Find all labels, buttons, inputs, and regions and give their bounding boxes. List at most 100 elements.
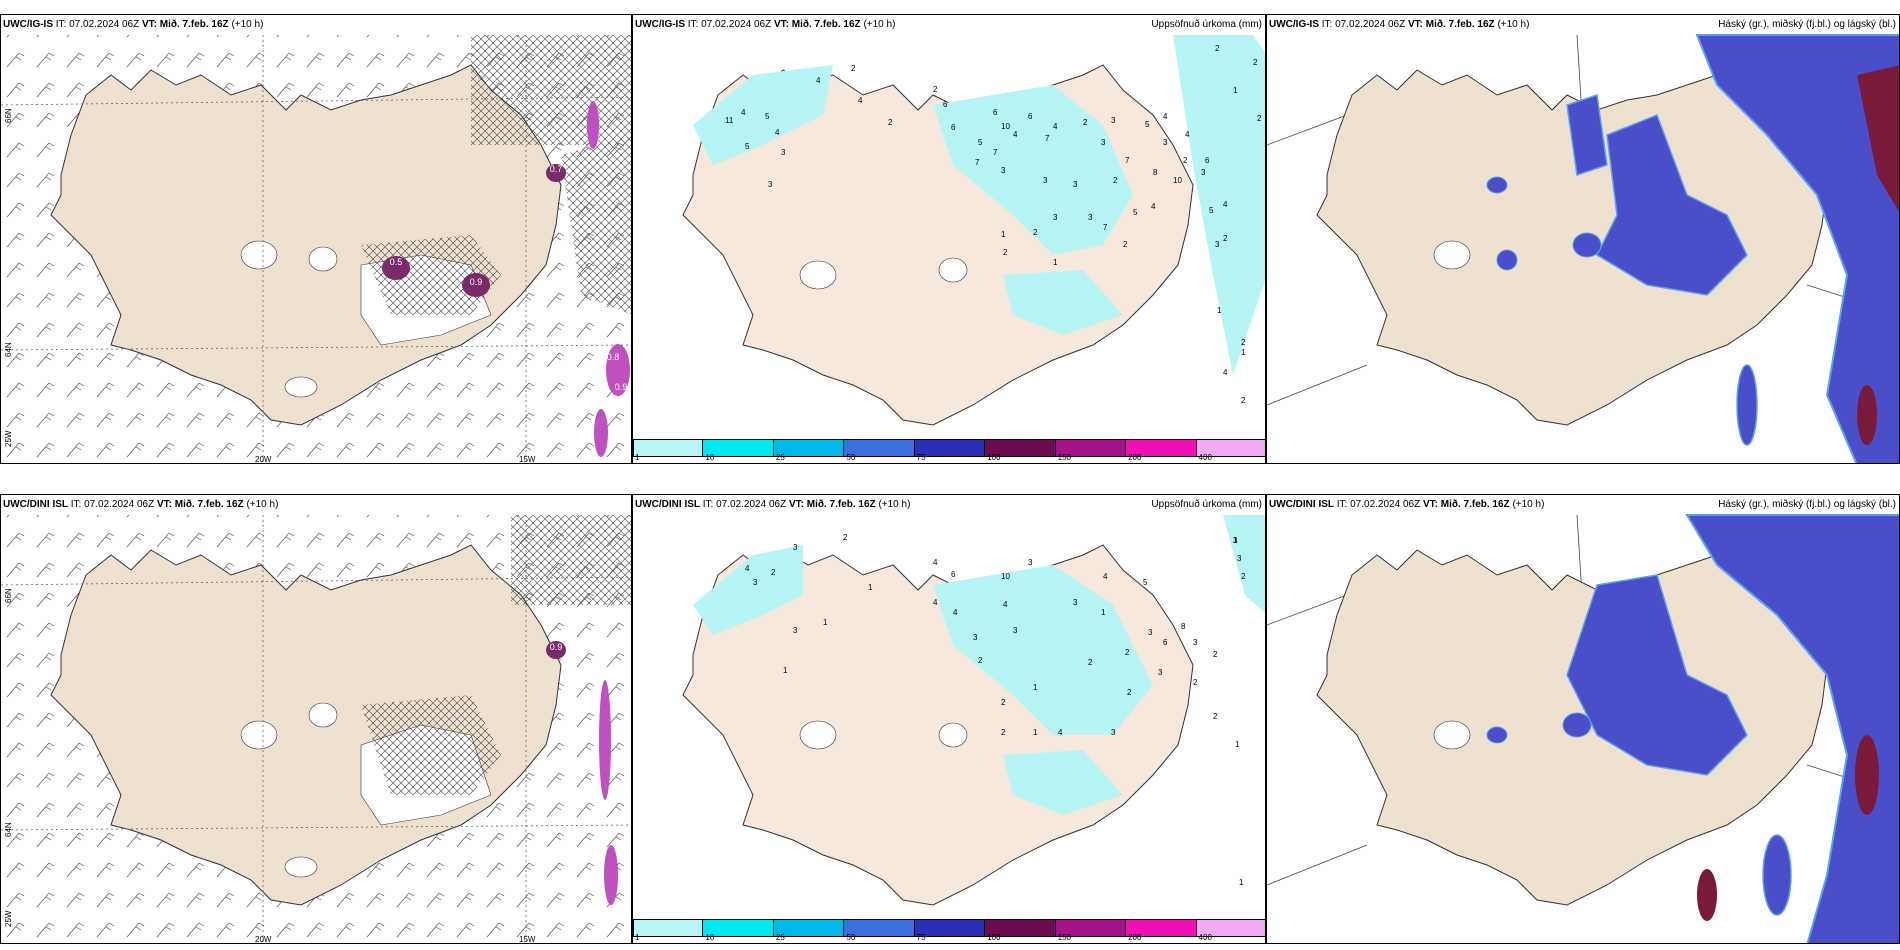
row2-cloud-title: Háský (gr.), miðský (fj.bl.) og lágský (…	[1718, 499, 1896, 510]
precip-number: 3	[1053, 213, 1058, 222]
precip-number: 3	[1073, 180, 1078, 189]
row1-wind-it: IT: 07.02.2024 06Z	[55, 19, 140, 30]
precip-number: 6	[1028, 112, 1033, 121]
precip-number: 3	[1028, 558, 1033, 567]
row2-cloud-it: IT: 07.02.2024 06Z	[1336, 499, 1421, 510]
row1-cloud-title: Háský (gr.), miðský (fj.bl.) og lágský (…	[1718, 19, 1896, 30]
precip-number: 8	[1181, 622, 1186, 631]
colorbar-cell	[1055, 919, 1127, 937]
colorbar-cell	[1196, 439, 1265, 457]
precip-number: 1	[1235, 740, 1240, 749]
colorbar-cell	[844, 439, 915, 457]
precip-number: 4	[1003, 600, 1008, 609]
colorbar-label: 400	[1198, 453, 1212, 462]
precip-number: 2	[888, 118, 893, 127]
colorbar-label: 25	[775, 453, 785, 462]
row1-precip-vt: VT: Mið. 7.feb. 16Z	[773, 19, 861, 30]
precip-number: 4	[741, 108, 746, 117]
precip-number: 1	[823, 618, 828, 627]
map-value: 0.7	[550, 164, 563, 174]
precip-number: 8	[1153, 168, 1158, 177]
row1-wind-panel: UWC/IG-IS IT: 07.02.2024 06Z VT: Mið. 7.…	[0, 14, 632, 464]
colorbar-cell	[985, 439, 1056, 457]
precip-number: 1	[1001, 230, 1006, 239]
lat-66n-label: 66N	[4, 108, 13, 123]
map-value: 0.5	[390, 257, 403, 267]
precip-number: 7	[1045, 134, 1050, 143]
row2-wind-vt: VT: Mið. 7.feb. 16Z	[156, 499, 244, 510]
precip-number: 2	[1113, 176, 1118, 185]
colorbar-cell	[703, 919, 774, 937]
precip-number: 1	[1053, 258, 1058, 267]
row2-wind-model: UWC/DINI ISL	[3, 499, 68, 510]
colorbar-label: 1	[635, 453, 640, 462]
colorbar-cell	[985, 919, 1056, 937]
row1-cloud-header: UWC/IG-IS IT: 07.02.2024 06Z VT: Mið. 7.…	[1269, 19, 1529, 30]
precip-number: 4	[775, 128, 780, 137]
precip-number: 1	[1233, 536, 1238, 545]
precip-number: 2	[851, 64, 856, 73]
precip-number: 10	[1173, 176, 1182, 185]
precip-number: 1	[1239, 878, 1244, 887]
precip-number: 2	[1253, 58, 1258, 67]
row2-cloud-vt: VT: Mið. 7.feb. 16Z	[1422, 499, 1510, 510]
precip-number: 2	[843, 533, 848, 542]
row1-precip-it: IT: 07.02.2024 06Z	[687, 19, 772, 30]
row2-cloud-lead: (+10 h)	[1512, 499, 1545, 510]
precip-number: 3	[1043, 176, 1048, 185]
precip-number: 4	[1053, 122, 1058, 131]
row2-cloud-panel: UWC/DINI ISL IT: 07.02.2024 06Z VT: Mið.…	[1266, 494, 1900, 944]
precip-number: 1	[1033, 683, 1038, 692]
colorbar-label: 75	[916, 453, 926, 462]
precip-number: 2	[1241, 572, 1246, 581]
lat-64n-label: 64N	[4, 342, 13, 357]
colorbar-cell	[773, 439, 845, 457]
row1-precip-map: 2 4 4 11 5 4 3 5 3 4 2 2 6 6 7 7 3 4 5 6…	[682, 35, 1265, 426]
lon-25w-label: 25W	[4, 910, 13, 927]
precip-number: 3	[1111, 116, 1116, 125]
colorbar-cell	[1055, 439, 1127, 457]
precip-colorbar	[633, 919, 1265, 937]
precip-number: 3	[1233, 536, 1238, 545]
precip-number: 5	[1209, 206, 1214, 215]
row2-wind-it: IT: 07.02.2024 06Z	[70, 499, 155, 510]
row2-precip-it: IT: 07.02.2024 06Z	[702, 499, 787, 510]
precip-number: 3	[1163, 138, 1168, 147]
colorbar-cell	[914, 919, 986, 937]
lon-15w-label: 15W	[519, 935, 536, 944]
precip-number: 2	[1223, 234, 1228, 243]
precip-number: 2	[1083, 118, 1088, 127]
precip-number: 3	[973, 633, 978, 642]
row2-wind-panel: UWC/DINI ISL IT: 07.02.2024 06Z VT: Mið.…	[0, 494, 632, 944]
colorbar-label: 75	[916, 933, 926, 942]
precip-number: 5	[765, 112, 770, 121]
precip-number: 5	[1143, 578, 1148, 587]
colorbar-label: 200	[1128, 933, 1142, 942]
precip-number: 4	[1185, 130, 1190, 139]
colorbar-cell	[1126, 439, 1197, 457]
colorbar-label: 1	[635, 933, 640, 942]
colorbar-label: 100	[987, 453, 1001, 462]
precip-number: 4	[745, 564, 750, 573]
precip-colorbar	[633, 439, 1265, 457]
precip-number: 10	[1001, 572, 1010, 581]
precip-number: 3	[793, 543, 798, 552]
precip-number: 10	[1001, 122, 1010, 131]
precip-number: 4	[953, 608, 958, 617]
precip-number-labels: 2 4 4 11 5 4 3 5 3 4 2 2 6 6 7 7 3 4 5 6…	[725, 44, 1262, 405]
precip-number: 2	[1183, 156, 1188, 165]
colorbar-cell	[914, 439, 986, 457]
row1-precip-model: UWC/IG-IS	[635, 19, 685, 30]
row1-cloud-model: UWC/IG-IS	[1269, 19, 1319, 30]
row2-wind-lead: (+10 h)	[246, 499, 279, 510]
precip-number: 3	[1101, 138, 1106, 147]
row2-wind-header: UWC/DINI ISL IT: 07.02.2024 06Z VT: Mið.…	[3, 499, 278, 510]
precip-number: 2	[1001, 728, 1006, 737]
precip-number: 4	[1151, 202, 1156, 211]
precip-number-labels: 2 3 4 3 1 1 3 1 2 4 6 4 10 3 4 3 4 3 2 4…	[745, 533, 1246, 887]
row2-precip-header: UWC/DINI ISL IT: 07.02.2024 06Z VT: Mið.…	[635, 499, 910, 510]
precip-number: 3	[753, 578, 758, 587]
precip-number: 2	[1127, 688, 1132, 697]
precip-number: 3	[793, 626, 798, 635]
colorbar-label: 10	[705, 933, 715, 942]
